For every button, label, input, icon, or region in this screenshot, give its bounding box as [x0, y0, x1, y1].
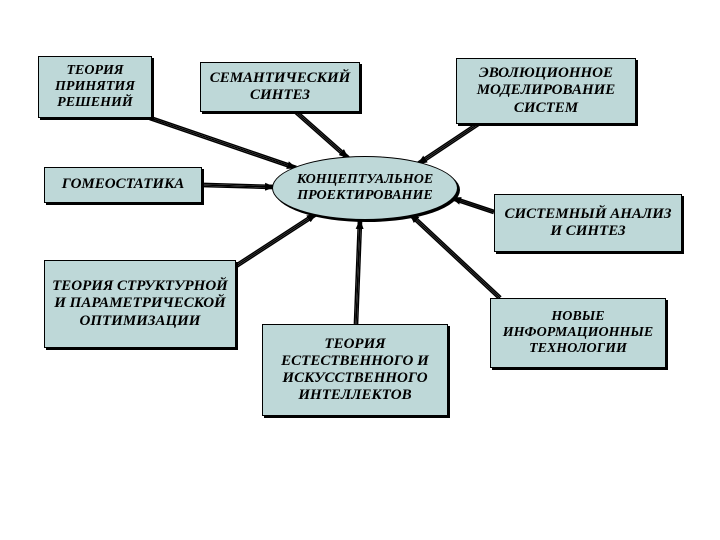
node-n8: НОВЫЕ ИНФОРМАЦИОННЫЕ ТЕХНОЛОГИИ	[490, 298, 666, 368]
node-label: СИСТЕМНЫЙ АНАЛИЗ И СИНТЕЗ	[501, 206, 675, 241]
node-label: ТЕОРИЯ ПРИНЯТИЯ РЕШЕНИЙ	[45, 63, 145, 111]
node-n2: СЕМАНТИЧЕСКИЙ СИНТЕЗ	[200, 62, 360, 112]
node-label: ЭВОЛЮЦИОННОЕ МОДЕЛИРОВАНИЕ СИСТЕМ	[463, 65, 629, 117]
node-label: ТЕОРИЯ ЕСТЕСТВЕННОГО И ИСКУССТВЕННОГО ИН…	[269, 336, 441, 405]
center-label: КОНЦЕПТУАЛЬНОЕ ПРОЕКТИРОВАНИЕ	[297, 172, 433, 204]
node-n7: ТЕОРИЯ ЕСТЕСТВЕННОГО И ИСКУССТВЕННОГО ИН…	[262, 324, 448, 416]
diagram-canvas: КОНЦЕПТУАЛЬНОЕ ПРОЕКТИРОВАНИЕ ТЕОРИЯ ПРИ…	[0, 0, 720, 540]
node-n5: СИСТЕМНЫЙ АНАЛИЗ И СИНТЕЗ	[494, 194, 682, 252]
node-label: ГОМЕОСТАТИКА	[62, 176, 185, 193]
node-label: ТЕОРИЯ СТРУКТУРНОЙ И ПАРАМЕТРИЧЕСКОЙ ОПТ…	[51, 278, 229, 330]
node-n1: ТЕОРИЯ ПРИНЯТИЯ РЕШЕНИЙ	[38, 56, 152, 118]
node-n3: ЭВОЛЮЦИОННОЕ МОДЕЛИРОВАНИЕ СИСТЕМ	[456, 58, 636, 124]
node-n6: ТЕОРИЯ СТРУКТУРНОЙ И ПАРАМЕТРИЧЕСКОЙ ОПТ…	[44, 260, 236, 348]
node-label: НОВЫЕ ИНФОРМАЦИОННЫЕ ТЕХНОЛОГИИ	[497, 309, 659, 357]
center-node: КОНЦЕПТУАЛЬНОЕ ПРОЕКТИРОВАНИЕ	[272, 156, 458, 220]
node-label: СЕМАНТИЧЕСКИЙ СИНТЕЗ	[207, 70, 353, 105]
node-n4: ГОМЕОСТАТИКА	[44, 167, 202, 203]
